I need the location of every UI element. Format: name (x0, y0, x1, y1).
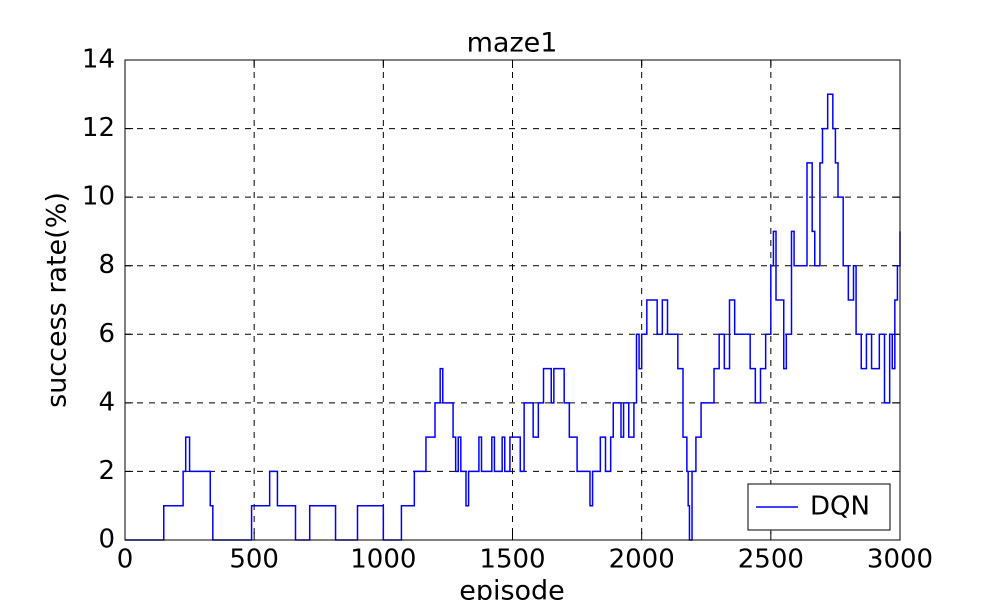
data-line (125, 93, 901, 541)
y-tick-label: 0 (98, 525, 115, 555)
y-tick-label: 12 (82, 113, 115, 143)
x-tick-label: 1000 (350, 545, 416, 575)
x-tick-label: 2000 (609, 545, 675, 575)
y-tick-label: 10 (82, 182, 115, 212)
legend-label: DQN (810, 492, 870, 522)
y-tick-label: 6 (98, 319, 115, 349)
x-tick-label: 1500 (479, 545, 545, 575)
y-tick-label: 8 (98, 250, 115, 280)
x-tick-label: 0 (117, 545, 134, 575)
plot-frame (124, 59, 901, 541)
y-tick-label: 4 (98, 387, 115, 417)
x-tick-label: 3000 (867, 545, 933, 575)
y-axis-label: success rate(%) (42, 192, 73, 408)
x-axis-label: episode (459, 576, 565, 600)
x-tick-label: 500 (229, 545, 279, 575)
chart-title: maze1 (467, 28, 558, 59)
x-tick-label: 2500 (738, 545, 804, 575)
y-tick-label: 14 (82, 45, 115, 75)
y-tick-label: 2 (98, 456, 115, 486)
